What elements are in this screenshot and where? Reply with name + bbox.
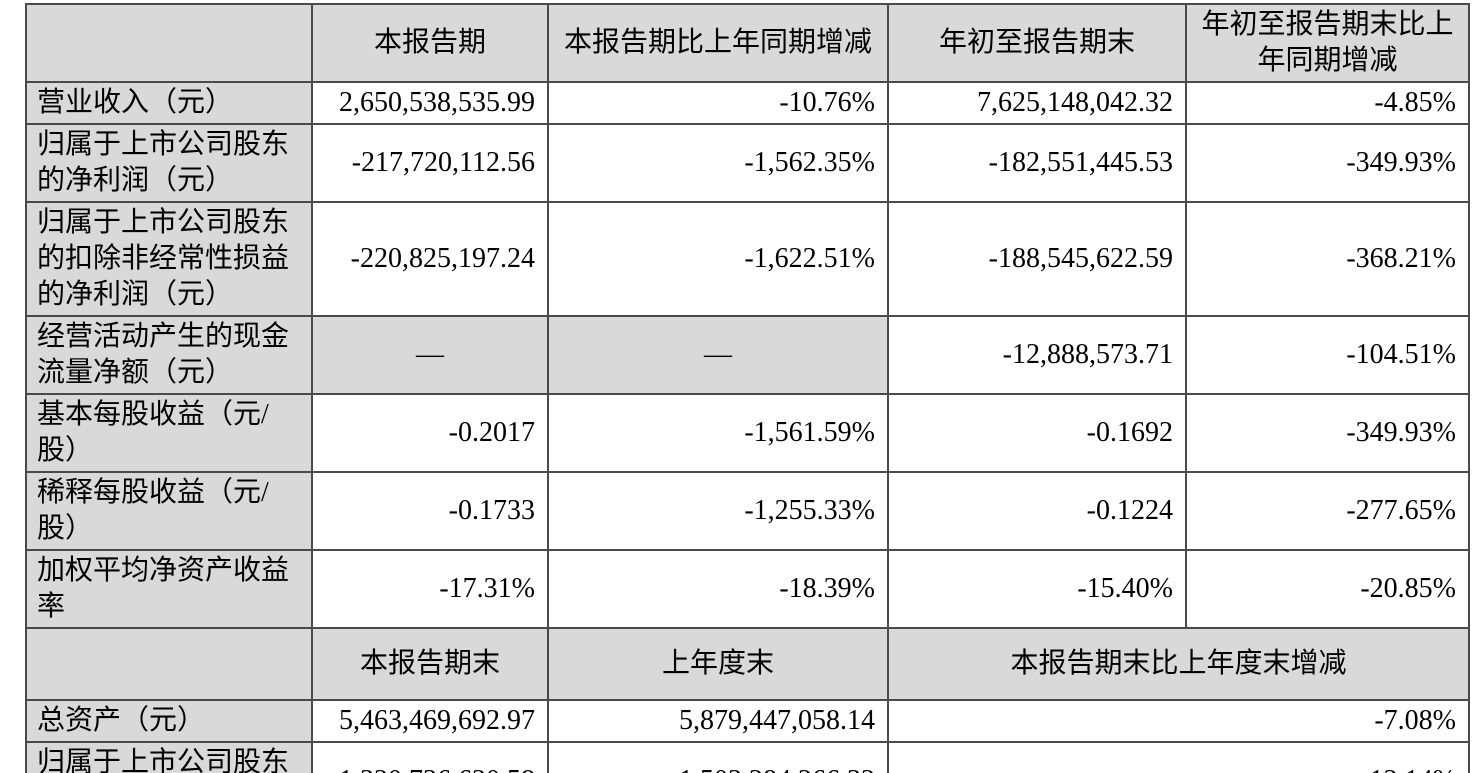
- row-label-cell: 经营活动产生的现金流量净额（元）: [25, 315, 313, 395]
- table-row-shareholders-equity: 归属于上市公司股东的所有者权益（元） 1,320,736,620.58 1,50…: [25, 741, 1470, 773]
- value-cell: 5,879,447,058.14: [547, 699, 889, 743]
- value-cell: 7,625,148,042.32: [887, 81, 1187, 125]
- table-row-operating-cash-flow: 经营活动产生的现金流量净额（元） — — -12,888,573.71 -104…: [25, 315, 1470, 395]
- row-label-cell: 营业收入（元）: [25, 81, 313, 125]
- column-header-period-end: 本报告期末: [311, 627, 549, 701]
- value-cell: -15.40%: [887, 549, 1187, 629]
- value-cell: -18.39%: [547, 549, 889, 629]
- value-cell: -4.85%: [1185, 81, 1470, 125]
- value-cell: -368.21%: [1185, 201, 1470, 317]
- value-cell: -20.85%: [1185, 549, 1470, 629]
- table-row-weighted-avg-roe: 加权平均净资产收益率 -17.31% -18.39% -15.40% -20.8…: [25, 549, 1470, 629]
- column-header-prior-year-end: 上年度末: [547, 627, 889, 701]
- table-row-revenue: 营业收入（元） 2,650,538,535.99 -10.76% 7,625,1…: [25, 81, 1470, 125]
- row-label-cell: 归属于上市公司股东的扣除非经常性损益的净利润（元）: [25, 201, 313, 317]
- value-cell: -349.93%: [1185, 393, 1470, 473]
- column-header-current-period-yoy: 本报告期比上年同期增减: [547, 3, 889, 83]
- table-row-diluted-eps: 稀释每股收益（元/股） -0.1733 -1,255.33% -0.1224 -…: [25, 471, 1470, 551]
- column-header-ytd-yoy: 年初至报告期末比上年同期增减: [1185, 3, 1470, 83]
- value-cell: -12.14%: [887, 741, 1470, 773]
- table-row-net-profit-excl-nonrecurring: 归属于上市公司股东的扣除非经常性损益的净利润（元） -220,825,197.2…: [25, 201, 1470, 317]
- header-blank-cell: [25, 3, 313, 83]
- value-cell: -1,622.51%: [547, 201, 889, 317]
- row-label-cell: 归属于上市公司股东的所有者权益（元）: [25, 741, 313, 773]
- row-label-cell: 总资产（元）: [25, 699, 313, 743]
- value-cell: -277.65%: [1185, 471, 1470, 551]
- row-label-cell: 归属于上市公司股东的净利润（元）: [25, 123, 313, 203]
- value-cell: -1,562.35%: [547, 123, 889, 203]
- value-cell: -104.51%: [1185, 315, 1470, 395]
- value-cell: -217,720,112.56: [311, 123, 549, 203]
- column-header-ytd: 年初至报告期末: [887, 3, 1187, 83]
- value-cell: -1,255.33%: [547, 471, 889, 551]
- row-label-cell: 稀释每股收益（元/股）: [25, 471, 313, 551]
- value-cell: 2,650,538,535.99: [311, 81, 549, 125]
- value-cell: 1,503,284,266.32: [547, 741, 889, 773]
- value-cell: -220,825,197.24: [311, 201, 549, 317]
- header-row-top: 本报告期 本报告期比上年同期增减 年初至报告期末 年初至报告期末比上年同期增减: [25, 3, 1470, 83]
- value-cell: -0.1224: [887, 471, 1187, 551]
- row-label-cell: 基本每股收益（元/股）: [25, 393, 313, 473]
- column-header-period-end-change: 本报告期末比上年度末增减: [887, 627, 1470, 701]
- value-cell: -10.76%: [547, 81, 889, 125]
- row-label-cell: 加权平均净资产收益率: [25, 549, 313, 629]
- value-cell: -0.2017: [311, 393, 549, 473]
- value-cell: -7.08%: [887, 699, 1470, 743]
- value-cell: -12,888,573.71: [887, 315, 1187, 395]
- header-blank-cell: [25, 627, 313, 701]
- value-cell: -0.1692: [887, 393, 1187, 473]
- financial-summary-table: 本报告期 本报告期比上年同期增减 年初至报告期末 年初至报告期末比上年同期增减 …: [25, 3, 1470, 773]
- table-row-net-profit: 归属于上市公司股东的净利润（元） -217,720,112.56 -1,562.…: [25, 123, 1470, 203]
- value-cell: -17.31%: [311, 549, 549, 629]
- value-cell: -188,545,622.59: [887, 201, 1187, 317]
- table-row-basic-eps: 基本每股收益（元/股） -0.2017 -1,561.59% -0.1692 -…: [25, 393, 1470, 473]
- value-cell-dash: —: [311, 315, 549, 395]
- value-cell: -349.93%: [1185, 123, 1470, 203]
- value-cell: -1,561.59%: [547, 393, 889, 473]
- value-cell: -182,551,445.53: [887, 123, 1187, 203]
- value-cell: 1,320,736,620.58: [311, 741, 549, 773]
- header-row-bottom: 本报告期末 上年度末 本报告期末比上年度末增减: [25, 627, 1470, 701]
- table-row-total-assets: 总资产（元） 5,463,469,692.97 5,879,447,058.14…: [25, 699, 1470, 743]
- value-cell-dash: —: [547, 315, 889, 395]
- column-header-current-period: 本报告期: [311, 3, 549, 83]
- value-cell: -0.1733: [311, 471, 549, 551]
- value-cell: 5,463,469,692.97: [311, 699, 549, 743]
